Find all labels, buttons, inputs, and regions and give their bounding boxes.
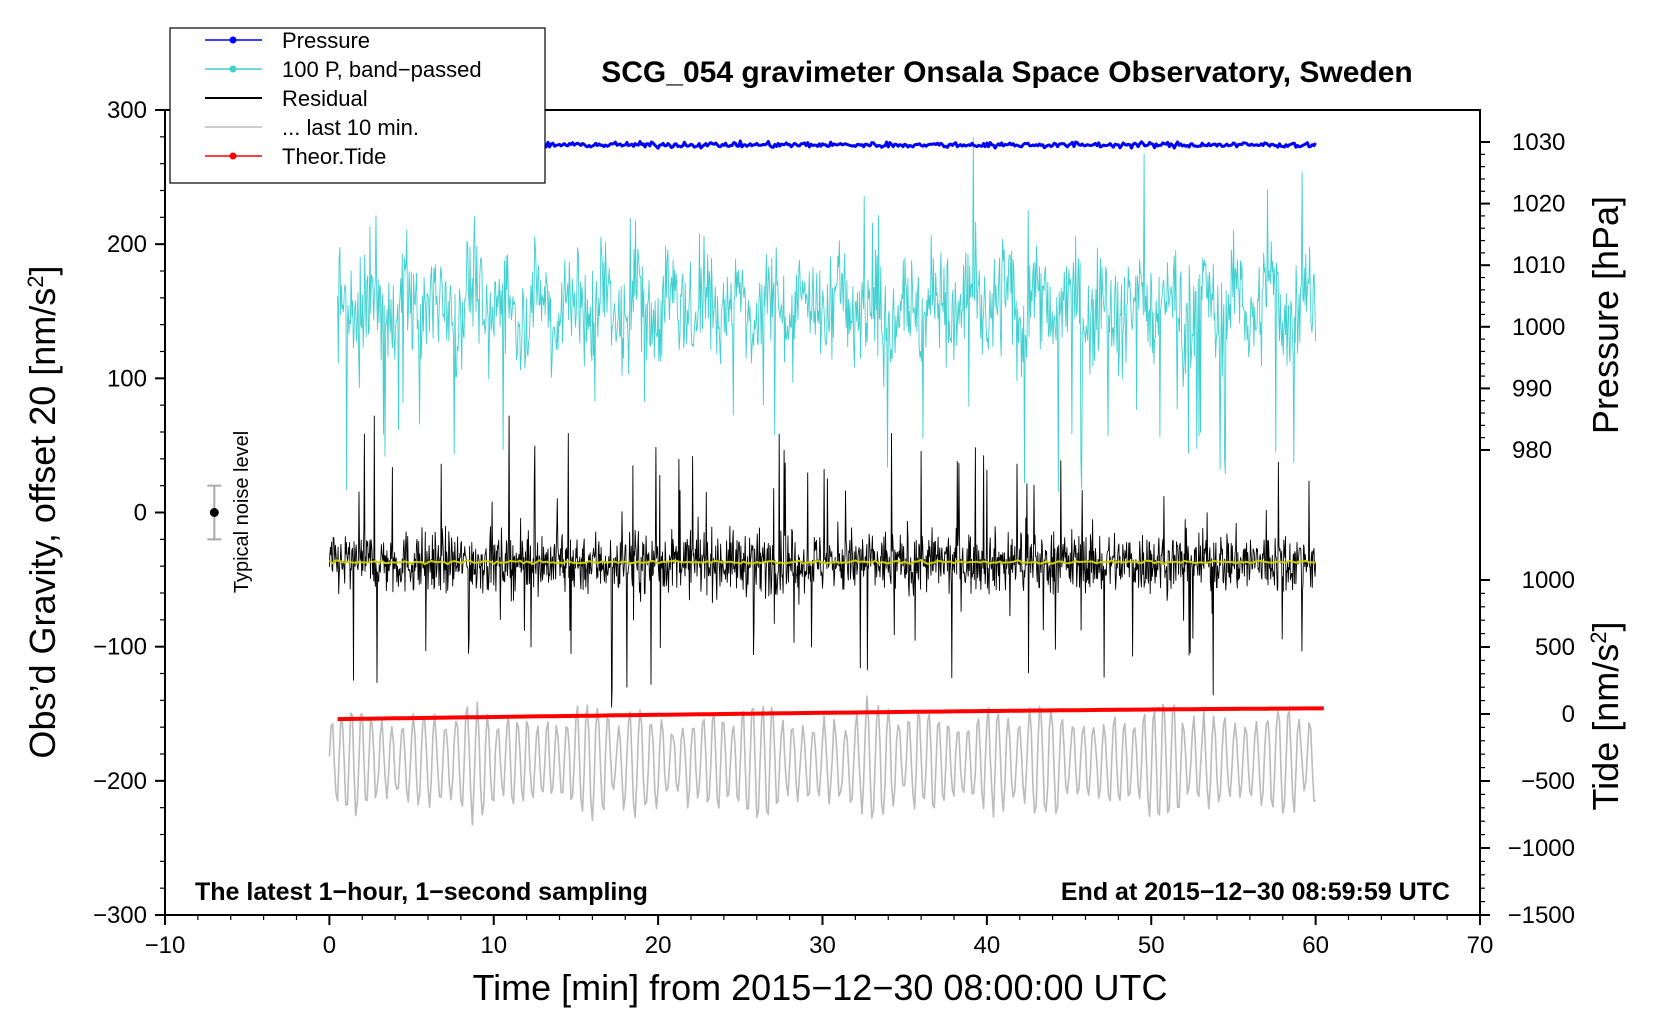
pressure-tick-label: 1020 bbox=[1512, 191, 1565, 218]
series-smoothed-residual bbox=[328, 558, 1316, 566]
x-tick-label: 40 bbox=[974, 932, 1001, 959]
y-axis-label-tide-suffix: ] bbox=[1585, 622, 1626, 632]
series-layer bbox=[328, 137, 1324, 826]
series-pressure-bandpassed bbox=[337, 137, 1317, 493]
legend: Pressure 100 P, band−passed Residual ... la… bbox=[169, 27, 546, 184]
legend-label: ... last 10 min. bbox=[282, 115, 419, 140]
tide-tick-label: 500 bbox=[1535, 634, 1575, 661]
y-left-tick-label: 300 bbox=[107, 97, 147, 124]
x-tick-label: 50 bbox=[1138, 932, 1165, 959]
legend-marker bbox=[229, 65, 237, 73]
noise-level-label: Typical noise level bbox=[231, 431, 253, 593]
y-axis-label-tide: Tide [nm/s2] bbox=[1585, 622, 1626, 811]
annotation-sampling: The latest 1−hour, 1−second sampling bbox=[195, 878, 648, 906]
tide-tick-label: −500 bbox=[1521, 768, 1575, 795]
y-left-tick-label: 0 bbox=[134, 500, 147, 527]
x-tick-label: 60 bbox=[1302, 932, 1329, 959]
x-tick-label: 70 bbox=[1467, 932, 1494, 959]
y-left-tick-label: −300 bbox=[93, 902, 147, 929]
tide-tick-label: −1000 bbox=[1508, 835, 1575, 862]
pressure-tick-label: 1000 bbox=[1512, 314, 1565, 341]
x-tick-label: 20 bbox=[645, 932, 672, 959]
x-tick-label: 30 bbox=[809, 932, 836, 959]
y-axis-label-left-main: Obs’d Gravity, offset 20 [nm/s bbox=[22, 288, 63, 759]
annotation-end-time: End at 2015−12−30 08:59:59 UTC bbox=[1061, 878, 1450, 906]
noise-level-indicator bbox=[207, 484, 222, 541]
legend-marker bbox=[229, 152, 237, 160]
noise-bar-point bbox=[209, 508, 219, 517]
tide-tick-label: 0 bbox=[1562, 701, 1575, 728]
y-axis-label-tide-main: Tide [nm/s bbox=[1585, 644, 1626, 811]
tide-tick-label: −1500 bbox=[1508, 902, 1575, 929]
x-axis-label: Time [min] from 2015−12−30 08:00:00 UTC bbox=[472, 967, 1167, 1008]
y-left-tick-label: 100 bbox=[107, 365, 147, 392]
series-pressure bbox=[492, 139, 1317, 150]
legend-marker bbox=[229, 36, 237, 44]
y-axis-label-tide-sup: 2 bbox=[1586, 632, 1611, 644]
y-left-tick-label: −100 bbox=[93, 634, 147, 661]
y-axis-label-left: Obs’d Gravity, offset 20 [nm/s2] bbox=[22, 265, 63, 758]
series-theoretical-tide bbox=[337, 706, 1324, 722]
legend-label: Pressure bbox=[282, 28, 370, 53]
series-residual bbox=[328, 415, 1317, 708]
y-left-tick-label: 200 bbox=[107, 231, 147, 258]
x-tick-label: 0 bbox=[323, 932, 336, 959]
y-axis-label-left-sup: 2 bbox=[23, 275, 48, 287]
pressure-tick-label: 1010 bbox=[1512, 252, 1565, 279]
x-tick-label: −10 bbox=[145, 932, 186, 959]
x-tick-label: 10 bbox=[480, 932, 507, 959]
pressure-tick-label: 990 bbox=[1512, 375, 1552, 402]
series-last-10-min bbox=[328, 695, 1316, 826]
pressure-tick-label: 1030 bbox=[1512, 129, 1565, 156]
y-axis-label-left-suffix: ] bbox=[22, 265, 63, 275]
tide-tick-label: 1000 bbox=[1522, 567, 1575, 594]
y-left-tick-label: −200 bbox=[93, 768, 147, 795]
chart-title: SCG_054 gravimeter Onsala Space Observat… bbox=[601, 56, 1413, 89]
y-axis-label-pressure: Pressure [hPa] bbox=[1585, 196, 1626, 434]
legend-label: Theor.Tide bbox=[282, 144, 386, 169]
pressure-tick-label: 980 bbox=[1512, 437, 1552, 464]
axes-layer: −10 0 10 20 30 40 50 60 703002001000−100−200−300… bbox=[93, 97, 1575, 959]
legend-label: 100 P, band−passed bbox=[282, 57, 482, 82]
legend-label: Residual bbox=[282, 86, 368, 111]
